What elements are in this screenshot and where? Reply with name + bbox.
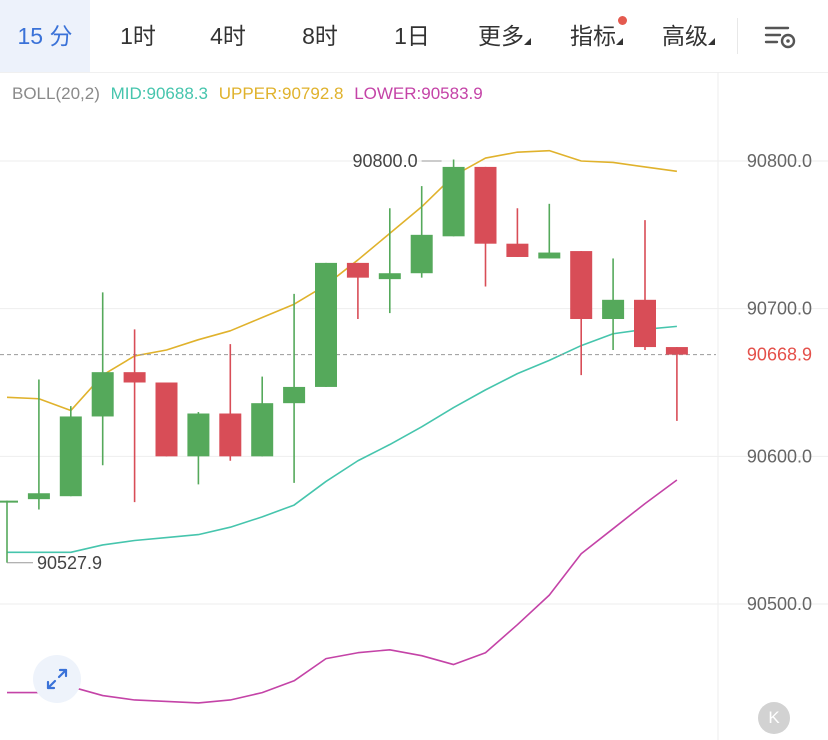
tab-1h[interactable]: 1时 — [112, 0, 164, 72]
candle-body — [0, 500, 18, 503]
candle-body — [251, 403, 274, 457]
chart-settings-icon[interactable] — [760, 18, 800, 54]
candle-body — [346, 262, 369, 278]
candle-body — [155, 382, 178, 457]
dropdown-triangle-icon — [708, 38, 715, 45]
tab-1d[interactable]: 1日 — [386, 0, 438, 72]
legend-boll: BOLL(20,2) — [12, 84, 100, 103]
tab-label: 1时 — [120, 23, 156, 49]
k-line-button[interactable]: K — [758, 702, 790, 734]
tab-8h[interactable]: 8时 — [294, 0, 346, 72]
timeframe-toolbar: 15 分 1时 4时 8时 1日 更多 指标 高级 — [0, 0, 828, 73]
candle-body — [315, 262, 337, 387]
candle-body — [410, 234, 433, 274]
tab-label: 4时 — [210, 23, 246, 49]
candle-body — [634, 299, 656, 348]
candle-body — [538, 252, 561, 259]
boll-mid-line — [7, 325, 677, 554]
tab-label: 指标 — [570, 23, 616, 49]
candle-body — [91, 372, 114, 417]
y-tick-label: 90600.0 — [747, 446, 812, 466]
tab-15m[interactable]: 15 分 — [0, 0, 90, 72]
legend-upper: UPPER:90792.8 — [218, 84, 344, 103]
candlestick-chart[interactable]: 90800.0 90700.0 90600.0 90500.0 90800.0 90527… — [0, 72, 828, 740]
candle-body — [219, 413, 242, 457]
candle-body — [378, 273, 401, 280]
y-tick-label: 90800.0 — [747, 151, 812, 171]
candle-body — [59, 416, 82, 497]
legend-lower: LOWER:90583.9 — [354, 84, 483, 103]
tab-indicators[interactable]: 指标 — [565, 0, 627, 72]
current-price-label: 90668.9 — [747, 345, 812, 365]
indicator-legend: BOLL(20,2) MID:90688.3 UPPER:90792.8 LOW… — [12, 84, 489, 104]
high-marker-label: 90800.0 — [353, 151, 418, 171]
dropdown-triangle-icon — [616, 38, 623, 45]
y-tick-label: 90700.0 — [747, 299, 812, 319]
current-price-tag-bg — [720, 339, 828, 370]
candle-body — [570, 251, 593, 320]
candle-body — [602, 299, 625, 320]
candle-body — [474, 166, 497, 244]
y-tick-label: 90500.0 — [747, 594, 812, 614]
candle-body — [187, 413, 210, 457]
expand-arrows-icon[interactable] — [33, 655, 81, 703]
dropdown-triangle-icon — [524, 38, 531, 45]
legend-mid: MID:90688.3 — [110, 84, 208, 103]
notification-dot-icon — [618, 16, 627, 25]
tab-label: 8时 — [302, 23, 338, 49]
candle-body — [283, 386, 306, 404]
tab-4h[interactable]: 4时 — [202, 0, 254, 72]
low-marker-label: 90527.9 — [37, 553, 102, 573]
boll-upper-line — [6, 149, 678, 412]
tab-label: 更多 — [478, 23, 524, 49]
candle-body — [665, 347, 688, 355]
tab-label: 高级 — [662, 23, 708, 49]
tab-more[interactable]: 更多 — [473, 0, 531, 72]
boll-lower-line — [7, 479, 678, 704]
toolbar-divider — [737, 18, 738, 54]
tab-label: 1日 — [394, 23, 430, 49]
candle-body — [27, 493, 50, 500]
tab-advanced[interactable]: 高级 — [657, 0, 715, 72]
k-line-icon: K — [768, 708, 780, 727]
candle-body — [123, 372, 146, 383]
candle-body — [506, 243, 529, 257]
tab-label: 15 分 — [17, 23, 73, 49]
candle-body — [442, 166, 465, 237]
